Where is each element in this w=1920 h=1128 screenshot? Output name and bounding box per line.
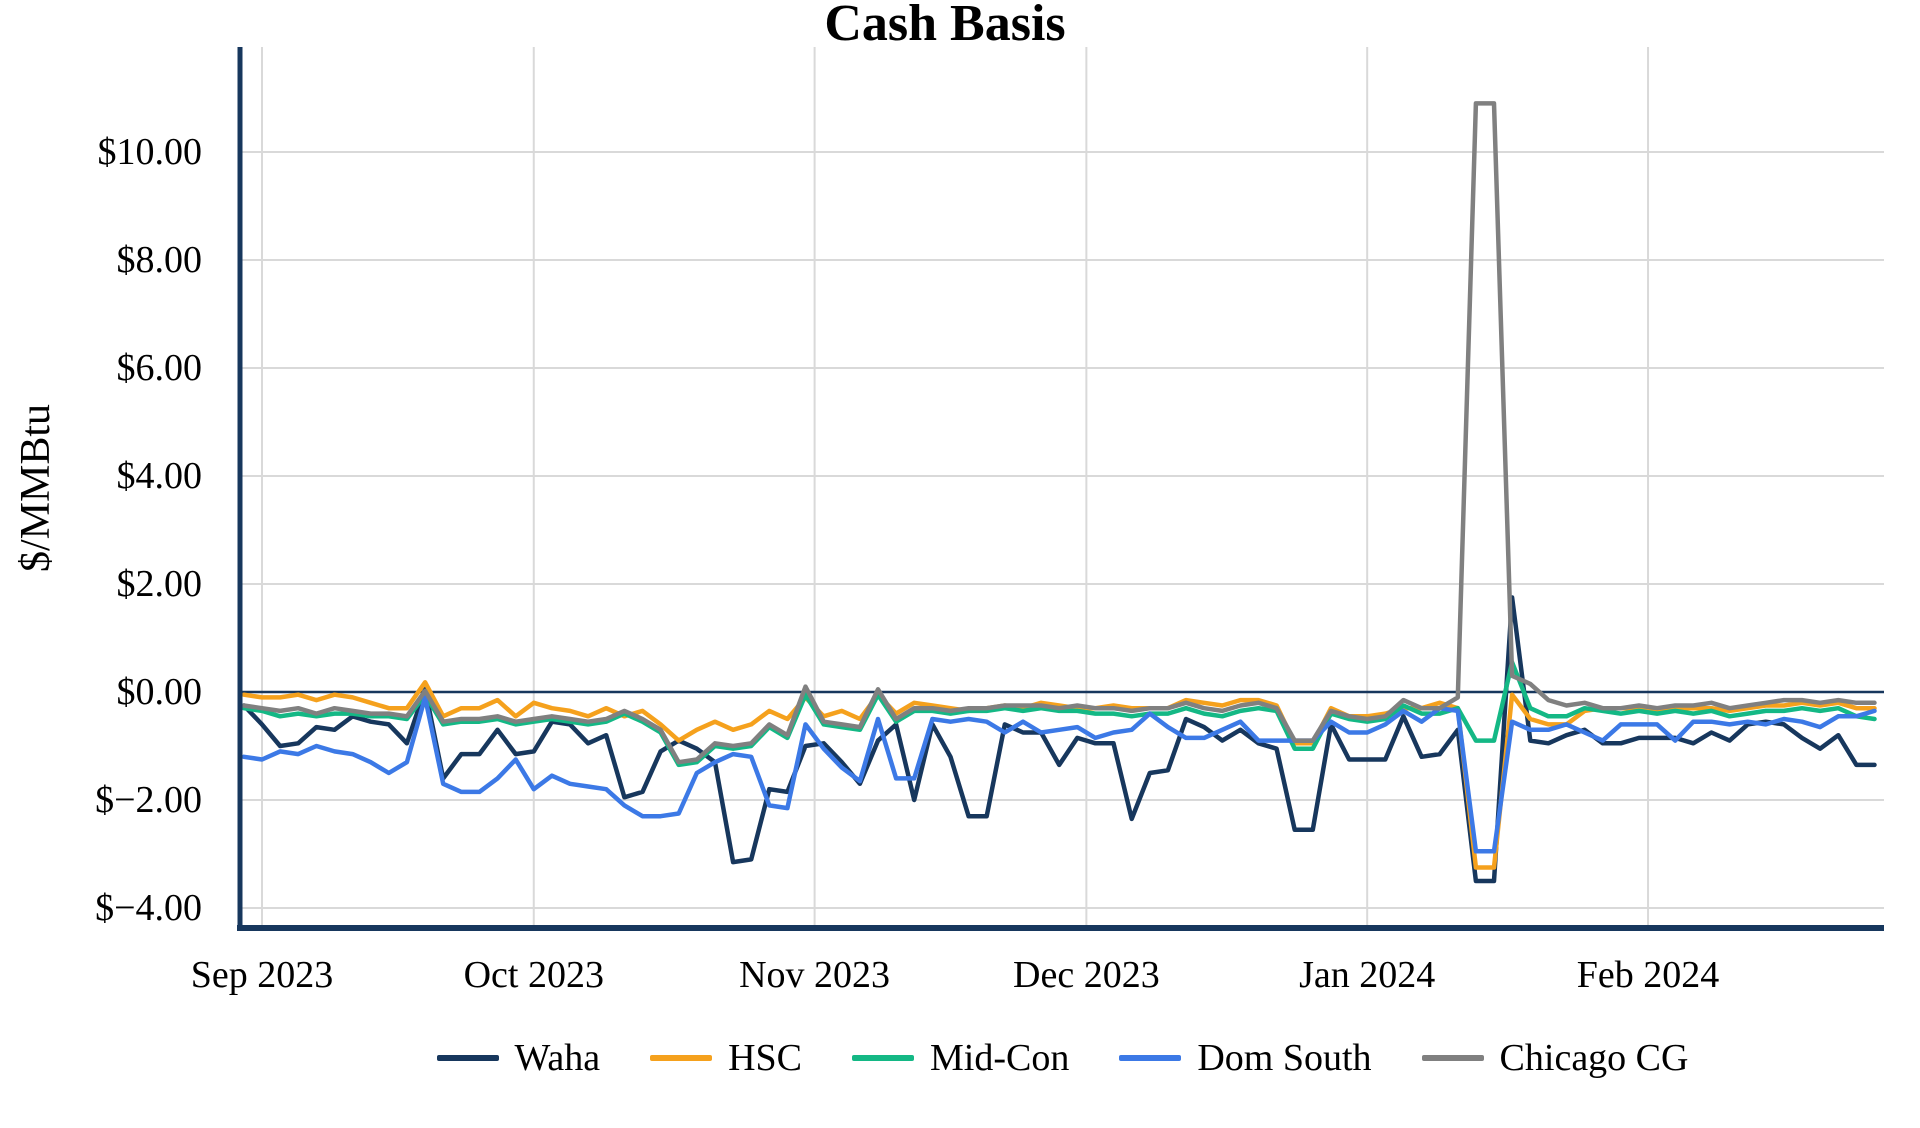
x-tick-label: Oct 2023 [463,954,604,996]
legend-swatch-icon [851,1055,914,1061]
series-line-dom-south [241,695,1877,854]
legend-label: Mid-Con [929,1037,1070,1079]
y-tick-label: $−4.00 [95,887,202,929]
legend-item-chicago-cg: Chicago CG [1421,1036,1689,1080]
legend-item-mid-con: Mid-Con [851,1036,1070,1080]
x-tick-label: Jan 2024 [1299,954,1436,996]
y-tick-label: $4.00 [116,455,203,497]
legend-item-waha: Waha [436,1036,601,1080]
legend-swatch-icon [1119,1055,1182,1061]
series-line-mid-con [241,660,1877,768]
legend-swatch-icon [436,1055,499,1061]
series-line-waha [241,595,1877,884]
x-tick-label: Feb 2024 [1576,954,1720,996]
y-tick-label: $10.00 [97,131,203,173]
x-tick-label: Nov 2023 [739,954,891,996]
y-tick-label: $0.00 [116,671,203,713]
legend-item-dom-south: Dom South [1119,1036,1372,1080]
legend-swatch-icon [1421,1055,1484,1061]
chart-title: Cash Basis [824,0,1066,52]
x-tick-label: Dec 2023 [1013,954,1160,996]
legend-swatch-icon [650,1055,713,1061]
legend: Waha HSC Mid-Con Dom South Chicago CG [240,1036,1885,1080]
y-tick-label: $8.00 [116,239,203,281]
legend-label: HSC [728,1037,802,1079]
x-tick-label: Sep 2023 [190,954,334,996]
y-tick-label: $6.00 [116,347,203,389]
y-tick-label: $2.00 [116,563,203,605]
series-line-chicago-cg [241,101,1877,765]
legend-item-hsc: HSC [650,1036,802,1080]
legend-label: Dom South [1197,1037,1372,1079]
y-tick-label: $−2.00 [95,779,202,821]
legend-label: Chicago CG [1499,1037,1689,1079]
legend-label: Waha [514,1037,601,1079]
